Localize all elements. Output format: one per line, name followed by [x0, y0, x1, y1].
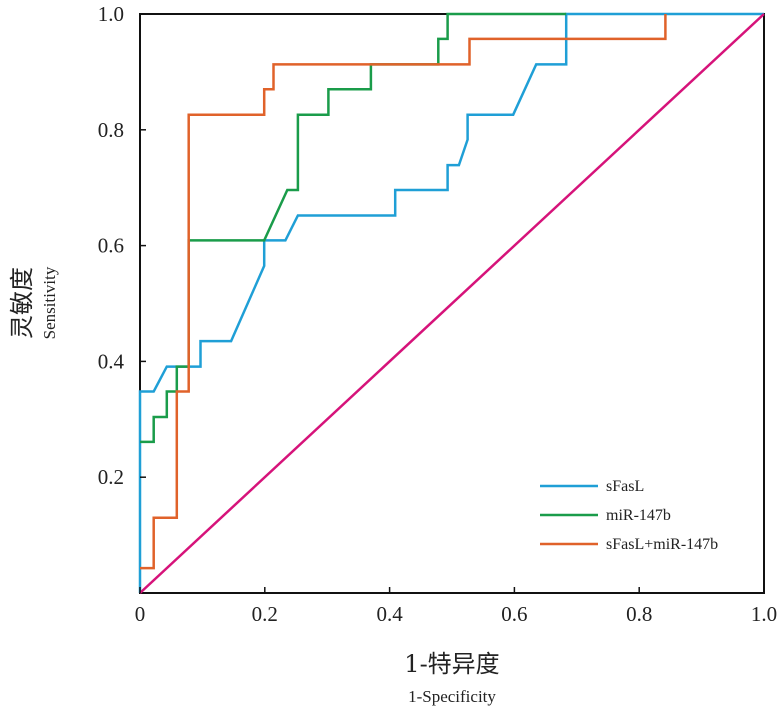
x-tick-label: 0.8 [626, 602, 652, 626]
x-tick-label: 0 [135, 602, 146, 626]
legend-label: sFasL+miR-147b [606, 536, 718, 553]
x-tick-label: 0.4 [376, 602, 403, 626]
y-tick-label: 0.4 [98, 349, 125, 373]
x-tick-label: 0.6 [501, 602, 527, 626]
y-tick-label: 0.2 [98, 465, 124, 489]
y-tick-label: 1.0 [98, 2, 124, 26]
series-layer [138, 12, 765, 594]
x-tick-label: 0.2 [252, 602, 278, 626]
y-axis-label: 灵敏度 [8, 267, 36, 339]
y-tick-label: 0.6 [98, 234, 124, 258]
legend-label: sFasL [606, 478, 644, 495]
series-line-sfasl-mir-147b [140, 14, 667, 570]
series-line-reference-diagonal [139, 13, 765, 594]
legend-label: miR-147b [606, 507, 671, 524]
y-axis-label-en: Sensitivity [40, 266, 59, 339]
tick-layer: 0 0.2 0.4 0.6 0.8 1.0 0.2 0.4 0.6 0.8 1.0 [98, 2, 777, 626]
series-line-mir-147b [140, 12, 567, 444]
y-tick-label: 0.8 [98, 118, 124, 142]
x-axis-label-en: 1-Specificity [408, 687, 496, 706]
legend: sFasL miR-147b sFasL+miR-147b [540, 478, 718, 553]
x-axis-label: 1-特异度 [404, 650, 499, 678]
x-tick-label: 1.0 [751, 602, 777, 626]
